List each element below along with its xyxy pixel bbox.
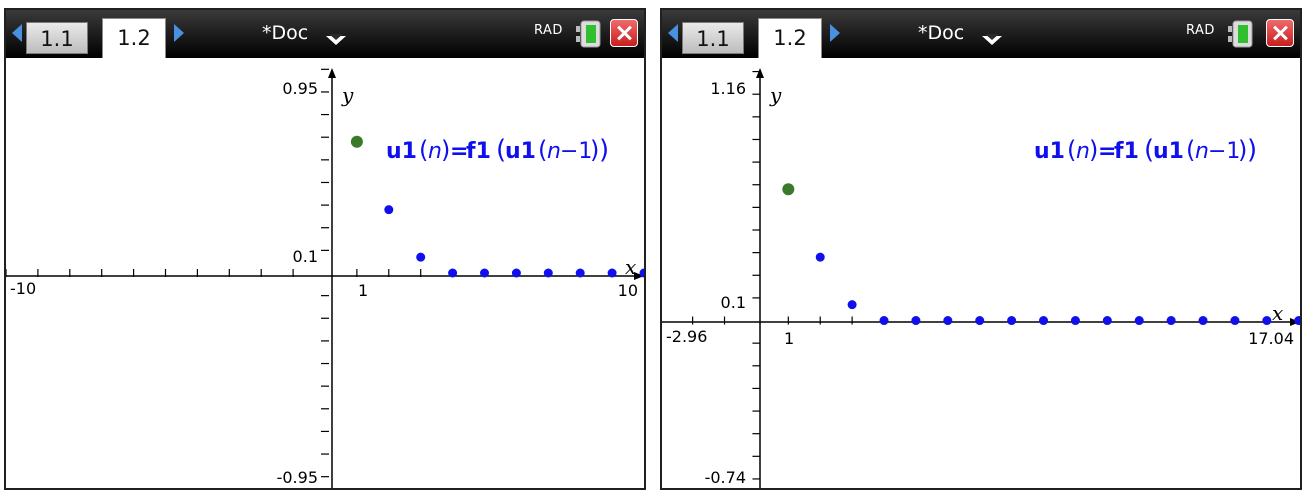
sequence-point[interactable] xyxy=(911,316,920,325)
y-max-label: 0.95 xyxy=(282,79,318,98)
y-axis-arrow-icon xyxy=(328,68,336,78)
y-axis-arrow-icon xyxy=(756,68,764,78)
close-icon[interactable] xyxy=(610,19,638,47)
sequence-formula[interactable]: u1 ( n ) = f1 ( u1 ( n −1 ) ) xyxy=(1034,135,1257,165)
sequence-point[interactable] xyxy=(782,183,794,195)
chevron-down-icon[interactable] xyxy=(326,36,346,45)
x-axis-label: x xyxy=(625,255,636,279)
tab-scroll-left-icon[interactable] xyxy=(668,24,678,42)
sequence-point[interactable] xyxy=(351,136,363,148)
formula-paren-open-3: ( xyxy=(538,136,547,164)
formula-paren-close-2: ) xyxy=(1238,136,1247,164)
sequence-point[interactable] xyxy=(1230,316,1239,325)
sequence-point[interactable] xyxy=(816,253,825,262)
formula-minus-one: −1 xyxy=(560,139,592,164)
formula-n: n xyxy=(428,139,442,164)
formula-paren-open-3: ( xyxy=(1186,136,1195,164)
formula-n: n xyxy=(1076,139,1090,164)
chevron-down-icon[interactable] xyxy=(982,36,1002,45)
sequence-point[interactable] xyxy=(416,253,425,262)
sequence-point[interactable] xyxy=(576,269,585,278)
y-max-label: 1.16 xyxy=(710,79,746,98)
formula-f: f1 xyxy=(1114,139,1139,164)
tab-scroll-left-icon[interactable] xyxy=(12,24,22,42)
top-toolbar: 1.1 1.2 *Doc RAD xyxy=(662,10,1300,58)
formula-u: u1 xyxy=(386,139,417,164)
sequence-point[interactable] xyxy=(544,269,553,278)
y-axis-label: y xyxy=(769,83,782,107)
battery-icon xyxy=(1228,20,1254,48)
tab-1-2[interactable]: 1.2 xyxy=(758,18,822,58)
sequence-point[interactable] xyxy=(1262,316,1271,325)
sequence-point[interactable] xyxy=(1007,316,1016,325)
sequence-point[interactable] xyxy=(975,316,984,325)
formula-paren-open: ( xyxy=(419,136,428,164)
y-min-label: -0.95 xyxy=(277,468,318,487)
sequence-point[interactable] xyxy=(848,300,857,309)
formula-n-inner: n xyxy=(547,139,561,164)
formula-paren-close-2: ) xyxy=(590,136,599,164)
x-min-label: -10 xyxy=(10,279,36,298)
angle-mode-indicator: RAD xyxy=(534,23,563,38)
angle-mode-indicator: RAD xyxy=(1186,23,1215,38)
sequence-formula[interactable]: u1 ( n ) = f1 ( u1 ( n −1 ) ) xyxy=(386,135,609,165)
formula-u-inner: u1 xyxy=(505,139,536,164)
sequence-point[interactable] xyxy=(608,269,617,278)
sequence-point[interactable] xyxy=(1199,316,1208,325)
tab-1-2[interactable]: 1.2 xyxy=(102,18,166,58)
y-min-label: -0.74 xyxy=(705,468,746,487)
sequence-point[interactable] xyxy=(880,316,889,325)
y-tick-label: 0.1 xyxy=(721,293,746,312)
sequence-point[interactable] xyxy=(480,269,489,278)
formula-u-inner: u1 xyxy=(1153,139,1184,164)
formula-paren-close: ) xyxy=(1089,136,1098,164)
formula-u: u1 xyxy=(1034,139,1065,164)
formula-paren-close-3: ) xyxy=(1247,135,1257,165)
sequence-point[interactable] xyxy=(1039,316,1048,325)
tab-scroll-right-icon[interactable] xyxy=(830,24,840,42)
top-toolbar: 1.1 1.2 *Doc RAD xyxy=(6,10,644,58)
x-tick-label: 1 xyxy=(784,329,794,348)
graph-area[interactable]: 1.16 0.1 -0.74 -2.96 17.04 1 x y u1 ( n … xyxy=(662,58,1300,488)
formula-n-inner: n xyxy=(1195,139,1209,164)
graph-area[interactable]: 0.95 0.1 -0.95 -10 10 1 x y u1 ( n ) = f… xyxy=(6,58,644,488)
y-axis-label: y xyxy=(341,83,354,107)
formula-paren-close-3: ) xyxy=(599,135,609,165)
formula-f: f1 xyxy=(466,139,491,164)
sequence-point[interactable] xyxy=(384,205,393,214)
battery-icon xyxy=(576,20,602,48)
document-title[interactable]: *Doc xyxy=(918,22,964,44)
formula-paren-close: ) xyxy=(441,136,450,164)
sequence-point[interactable] xyxy=(448,269,457,278)
formula-minus-one: −1 xyxy=(1208,139,1240,164)
tab-1-1[interactable]: 1.1 xyxy=(682,22,744,54)
y-tick-label: 0.1 xyxy=(293,247,318,266)
sequence-point[interactable] xyxy=(1071,316,1080,325)
tab-scroll-right-icon[interactable] xyxy=(174,24,184,42)
sequence-point[interactable] xyxy=(1167,316,1176,325)
document-title[interactable]: *Doc xyxy=(262,22,308,44)
formula-paren-open: ( xyxy=(1067,136,1076,164)
calculator-screen-right: 1.1 1.2 *Doc RAD 1.16 0.1 -0.74 -2.96 17… xyxy=(660,8,1302,490)
sequence-point[interactable] xyxy=(943,316,952,325)
x-max-label: 10 xyxy=(618,281,638,300)
x-axis-label: x xyxy=(1272,301,1283,325)
sequence-point[interactable] xyxy=(1135,316,1144,325)
x-max-label: 17.04 xyxy=(1248,329,1294,348)
sequence-point[interactable] xyxy=(1103,316,1112,325)
sequence-point[interactable] xyxy=(512,269,521,278)
calculator-screen-left: 1.1 1.2 *Doc RAD 0.95 0.1 -0.95 -10 10 1… xyxy=(4,8,646,490)
x-min-label: -2.96 xyxy=(666,327,707,346)
close-icon[interactable] xyxy=(1266,19,1294,47)
x-tick-label: 1 xyxy=(358,281,368,300)
tab-1-1[interactable]: 1.1 xyxy=(26,22,88,54)
